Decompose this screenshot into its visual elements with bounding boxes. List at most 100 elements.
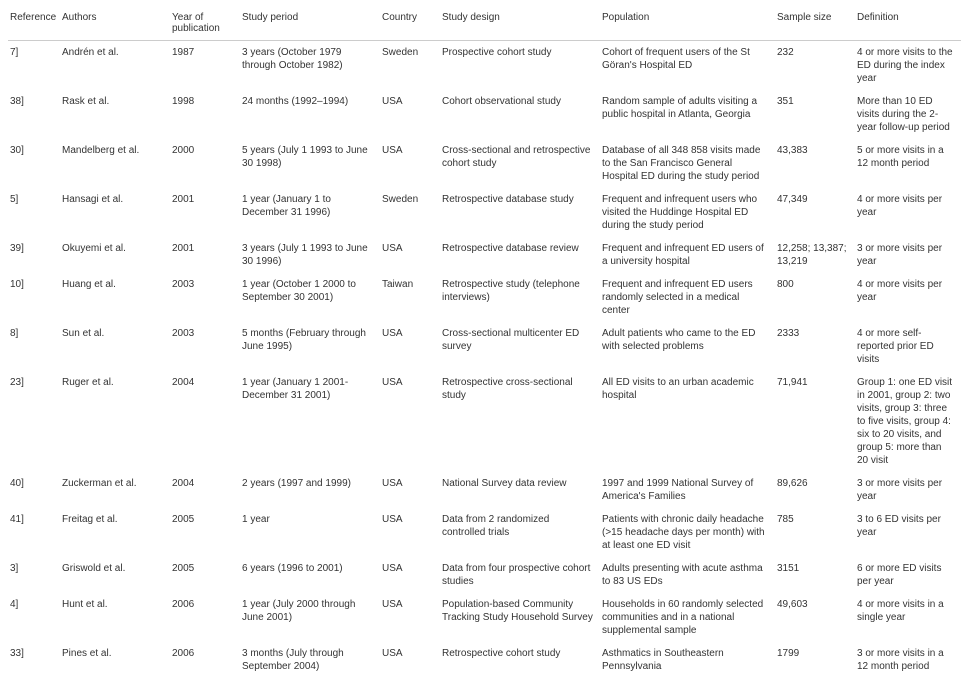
cell-country: Sweden xyxy=(380,188,440,237)
cell-sample: 47,349 xyxy=(775,188,855,237)
cell-country: USA xyxy=(380,237,440,273)
col-design: Study design xyxy=(440,8,600,41)
cell-definition: 4 or more visits to the ED during the in… xyxy=(855,41,961,91)
cell-design: Population-based Community Tracking Stud… xyxy=(440,593,600,642)
cell-definition: 3 to 6 ED visits per year xyxy=(855,508,961,557)
cell-population: Patients with chronic daily headache (>1… xyxy=(600,508,775,557)
cell-design: Data from four prospective cohort studie… xyxy=(440,557,600,593)
cell-reference: 30] xyxy=(8,139,60,188)
cell-sample: 89,626 xyxy=(775,472,855,508)
table-row: 39]Okuyemi et al.20013 years (July 1 199… xyxy=(8,237,961,273)
col-authors: Authors xyxy=(60,8,170,41)
cell-year: 1998 xyxy=(170,90,240,139)
cell-authors: Mandelberg et al. xyxy=(60,139,170,188)
cell-authors: Andrén et al. xyxy=(60,41,170,91)
col-year: Year of publication xyxy=(170,8,240,41)
cell-definition: 4 or more self-reported prior ED visits xyxy=(855,322,961,371)
cell-sample: 43,383 xyxy=(775,139,855,188)
cell-definition: 3 or more visits per year xyxy=(855,237,961,273)
cell-definition: 6 or more ED visits per year xyxy=(855,557,961,593)
cell-period: 6 years (1996 to 2001) xyxy=(240,557,380,593)
table-header-row: Reference Authors Year of publication St… xyxy=(8,8,961,41)
cell-reference: 33] xyxy=(8,642,60,678)
cell-authors: Huang et al. xyxy=(60,273,170,322)
cell-period: 2 years (1997 and 1999) xyxy=(240,472,380,508)
col-sample: Sample size xyxy=(775,8,855,41)
cell-reference: 8] xyxy=(8,322,60,371)
cell-country: USA xyxy=(380,593,440,642)
col-population: Population xyxy=(600,8,775,41)
cell-reference: 38] xyxy=(8,90,60,139)
cell-country: USA xyxy=(380,557,440,593)
cell-definition: 3 or more visits per year xyxy=(855,472,961,508)
cell-definition: 4 or more visits per year xyxy=(855,273,961,322)
table-row: 38]Rask et al.199824 months (1992–1994)U… xyxy=(8,90,961,139)
cell-authors: Freitag et al. xyxy=(60,508,170,557)
cell-design: Retrospective study (telephone interview… xyxy=(440,273,600,322)
cell-period: 1 year (January 1 to December 31 1996) xyxy=(240,188,380,237)
cell-reference: 10] xyxy=(8,273,60,322)
cell-design: Data from 2 randomized controlled trials xyxy=(440,508,600,557)
col-period: Study period xyxy=(240,8,380,41)
cell-population: Households in 60 randomly selected commu… xyxy=(600,593,775,642)
cell-country: USA xyxy=(380,139,440,188)
table-row: 7]Andrén et al.19873 years (October 1979… xyxy=(8,41,961,91)
cell-country: USA xyxy=(380,508,440,557)
cell-year: 2004 xyxy=(170,472,240,508)
cell-design: Cross-sectional multicenter ED survey xyxy=(440,322,600,371)
cell-definition: 5 or more visits in a 12 month period xyxy=(855,139,961,188)
cell-authors: Rask et al. xyxy=(60,90,170,139)
studies-table: Reference Authors Year of publication St… xyxy=(8,8,961,678)
cell-reference: 23] xyxy=(8,371,60,472)
cell-country: USA xyxy=(380,472,440,508)
cell-period: 3 months (July through September 2004) xyxy=(240,642,380,678)
cell-definition: 4 or more visits per year xyxy=(855,188,961,237)
table-row: 5]Hansagi et al.20011 year (January 1 to… xyxy=(8,188,961,237)
cell-country: USA xyxy=(380,90,440,139)
cell-year: 2004 xyxy=(170,371,240,472)
cell-design: Retrospective cross-sectional study xyxy=(440,371,600,472)
cell-design: Retrospective database study xyxy=(440,188,600,237)
cell-year: 2006 xyxy=(170,642,240,678)
cell-sample: 2333 xyxy=(775,322,855,371)
cell-sample: 1799 xyxy=(775,642,855,678)
cell-period: 1 year (October 1 2000 to September 30 2… xyxy=(240,273,380,322)
table-row: 4]Hunt et al.20061 year (July 2000 throu… xyxy=(8,593,961,642)
cell-sample: 3151 xyxy=(775,557,855,593)
cell-reference: 40] xyxy=(8,472,60,508)
cell-population: All ED visits to an urban academic hospi… xyxy=(600,371,775,472)
cell-reference: 3] xyxy=(8,557,60,593)
cell-population: Adult patients who came to the ED with s… xyxy=(600,322,775,371)
cell-population: Frequent and infrequent ED users randoml… xyxy=(600,273,775,322)
cell-authors: Ruger et al. xyxy=(60,371,170,472)
cell-authors: Zuckerman et al. xyxy=(60,472,170,508)
cell-period: 3 years (October 1979 through October 19… xyxy=(240,41,380,91)
col-definition: Definition xyxy=(855,8,961,41)
cell-authors: Hunt et al. xyxy=(60,593,170,642)
cell-population: Frequent and infrequent users who visite… xyxy=(600,188,775,237)
cell-country: USA xyxy=(380,322,440,371)
cell-population: Cohort of frequent users of the St Göran… xyxy=(600,41,775,91)
cell-definition: More than 10 ED visits during the 2-year… xyxy=(855,90,961,139)
cell-sample: 232 xyxy=(775,41,855,91)
cell-year: 2006 xyxy=(170,593,240,642)
cell-sample: 49,603 xyxy=(775,593,855,642)
cell-country: Sweden xyxy=(380,41,440,91)
cell-country: USA xyxy=(380,371,440,472)
cell-sample: 800 xyxy=(775,273,855,322)
table-row: 8]Sun et al.20035 months (February throu… xyxy=(8,322,961,371)
cell-period: 5 months (February through June 1995) xyxy=(240,322,380,371)
cell-year: 2003 xyxy=(170,273,240,322)
table-row: 23]Ruger et al.20041 year (January 1 200… xyxy=(8,371,961,472)
cell-period: 1 year xyxy=(240,508,380,557)
cell-population: Adults presenting with acute asthma to 8… xyxy=(600,557,775,593)
cell-authors: Pines et al. xyxy=(60,642,170,678)
cell-sample: 785 xyxy=(775,508,855,557)
table-row: 10]Huang et al.20031 year (October 1 200… xyxy=(8,273,961,322)
table-row: 30]Mandelberg et al.20005 years (July 1 … xyxy=(8,139,961,188)
cell-population: Database of all 348 858 visits made to t… xyxy=(600,139,775,188)
cell-population: Asthmatics in Southeastern Pennsylvania xyxy=(600,642,775,678)
cell-definition: Group 1: one ED visit in 2001, group 2: … xyxy=(855,371,961,472)
cell-design: Prospective cohort study xyxy=(440,41,600,91)
cell-period: 5 years (July 1 1993 to June 30 1998) xyxy=(240,139,380,188)
